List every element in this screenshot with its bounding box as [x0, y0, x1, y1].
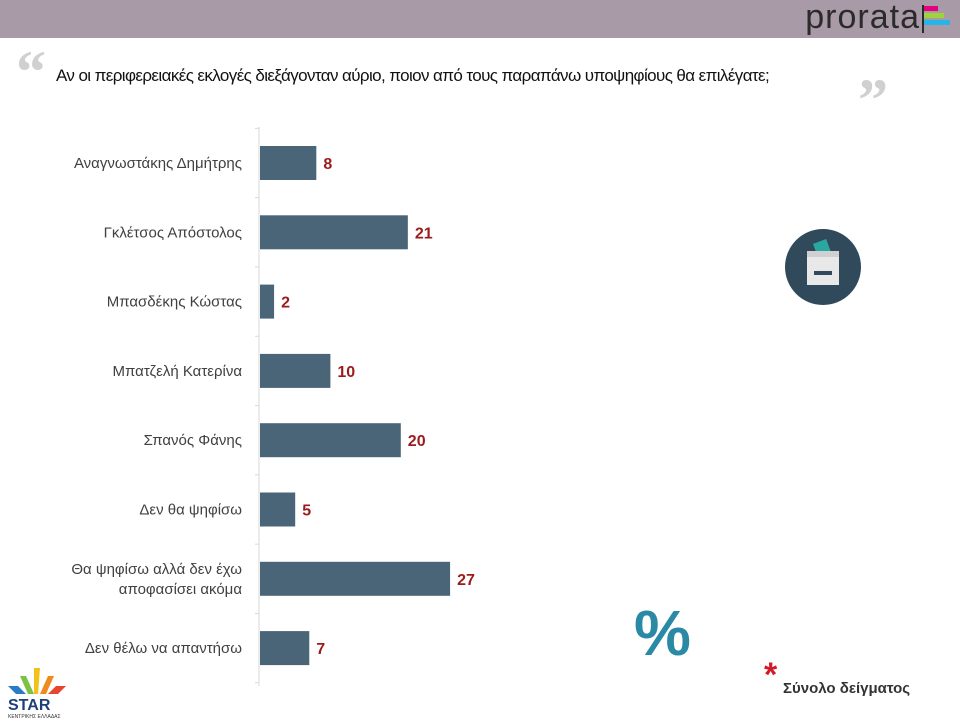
category-label: Δεν θα ψηφίσω	[139, 502, 242, 519]
ballot-box-icon	[785, 229, 861, 305]
category-label: Αναγνωστάκης Δημήτρης	[74, 155, 242, 172]
star-logo: STAR ΚΕΝΤΡΙΚΗΣ ΕΛΛΑΔΑΣ	[8, 668, 66, 720]
open-quote-icon: “	[16, 39, 46, 105]
bar	[260, 215, 408, 250]
category-label: Σπανός Φάνης	[144, 432, 242, 449]
bar	[260, 492, 296, 527]
svg-text:STAR: STAR	[8, 697, 51, 714]
svg-text:ΚΕΝΤΡΙΚΗΣ ΕΛΛΑΔΑΣ: ΚΕΝΤΡΙΚΗΣ ΕΛΛΑΔΑΣ	[8, 714, 61, 720]
category-label: Μπατζελή Κατερίνα	[113, 363, 243, 380]
brand-mark-icon	[922, 6, 952, 30]
data-label: 7	[316, 641, 325, 658]
bar	[260, 561, 451, 596]
bar	[260, 631, 310, 666]
asterisk-icon: *	[764, 656, 778, 694]
question-text: Αν οι περιφερειακές εκλογές διεξάγονταν …	[56, 66, 770, 85]
brand-logo: prorata	[805, 0, 920, 36]
category-label: Δεν θέλω να απαντήσω	[85, 640, 242, 657]
brand-divider	[922, 5, 924, 33]
bar	[260, 146, 317, 180]
category-label: Μπασδέκης Κώστας	[107, 294, 242, 311]
percent-icon: %	[634, 597, 691, 669]
data-label: 27	[457, 572, 475, 589]
bar-chart: 8 Αναγνωστάκης Δημήτρης 21 Γκλέτσος Απόστολ…	[71, 127, 475, 686]
data-label: 5	[302, 503, 311, 520]
data-label: 10	[337, 364, 355, 381]
close-quote-icon: ”	[858, 67, 888, 133]
sample-note: Σύνολο δείγματος	[783, 680, 911, 697]
data-label: 20	[408, 433, 426, 450]
bar	[260, 284, 275, 319]
category-label: Γκλέτσος Απόστολος	[104, 224, 242, 241]
header-bar: prorata	[0, 0, 960, 38]
bar	[260, 423, 401, 458]
data-label: 21	[415, 225, 433, 242]
data-label: 2	[281, 295, 290, 312]
bar	[260, 353, 331, 388]
data-label: 8	[323, 156, 332, 173]
category-label: Θα ψηφίσω αλλά δεν έχω αποφασίσει ακόμα	[71, 561, 242, 598]
